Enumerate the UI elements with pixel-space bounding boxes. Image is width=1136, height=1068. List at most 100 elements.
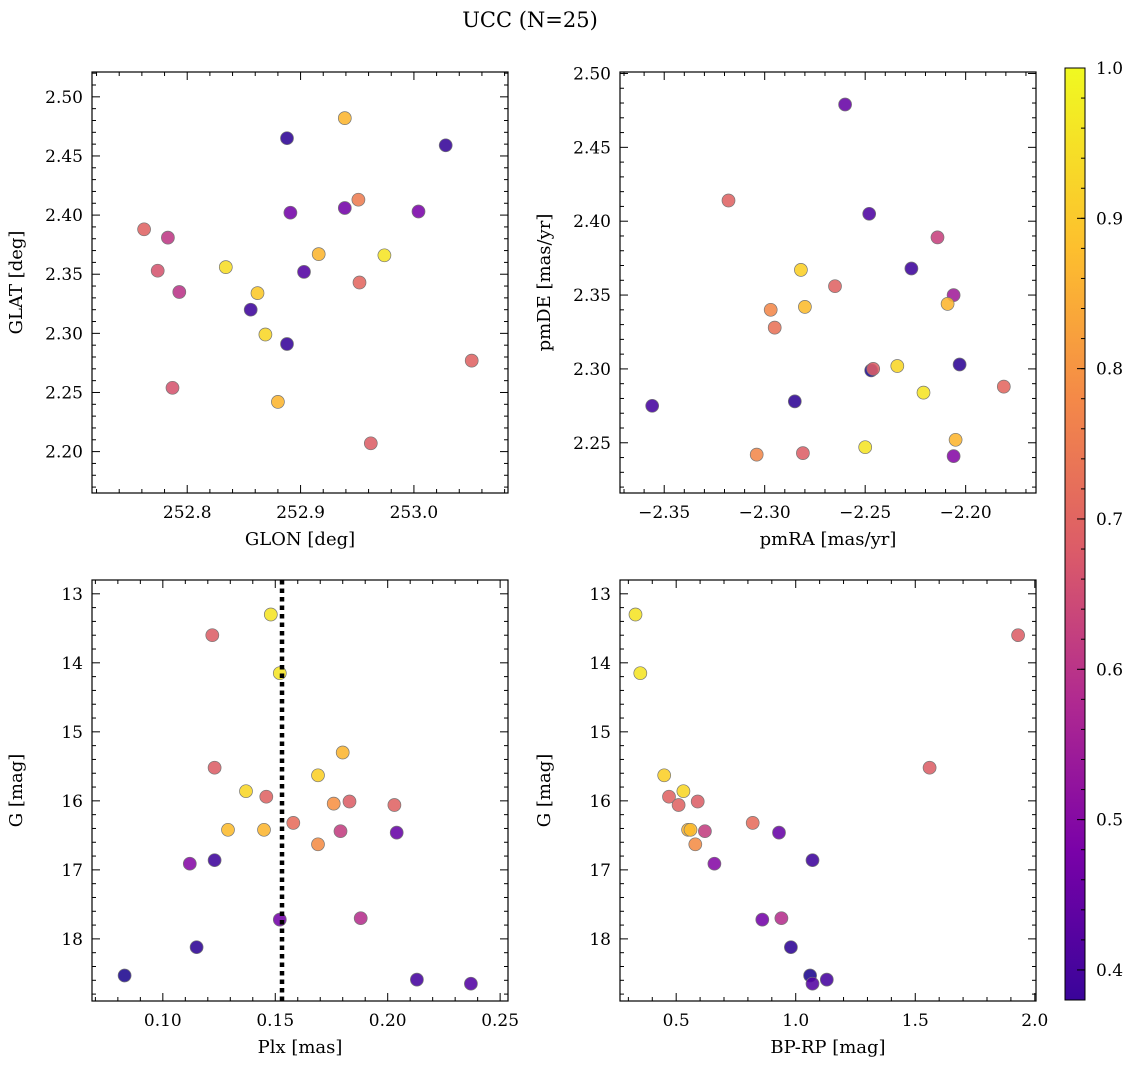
data-point xyxy=(796,446,810,460)
data-point xyxy=(904,261,919,276)
x-tick-label: 0.15 xyxy=(256,1011,294,1031)
data-point xyxy=(353,911,368,926)
data-point xyxy=(342,794,357,809)
data-point xyxy=(688,837,703,852)
y-tick-label: 2.35 xyxy=(573,286,611,306)
x-tick-label: −2.35 xyxy=(638,503,690,523)
data-point xyxy=(259,789,274,804)
data-point xyxy=(798,300,812,314)
y-axis-label-glon-glat: GLAT [deg] xyxy=(6,231,27,335)
data-point xyxy=(1011,628,1025,643)
colorbar-ticks: 0.4 0.5 0.6 0.7 0.8 0.9 1.0 xyxy=(1077,59,1123,1001)
data-point xyxy=(633,666,648,681)
data-point xyxy=(363,436,378,451)
data-point xyxy=(794,263,808,277)
data-point xyxy=(352,275,367,290)
x-axis-label-bprp-g: BP-RP [mag] xyxy=(770,1037,885,1058)
data-point xyxy=(387,798,402,812)
y-tick-label: 2.25 xyxy=(45,383,83,403)
colorbar-tick-label: 0.4 xyxy=(1096,961,1123,981)
y-tick-label: 17 xyxy=(61,861,83,881)
y-tick-label: 18 xyxy=(589,930,611,950)
data-point xyxy=(207,760,222,775)
data-point xyxy=(161,230,175,245)
colorbar-tick-label: 0.9 xyxy=(1096,209,1123,229)
data-point xyxy=(464,353,479,368)
data-point xyxy=(311,247,326,261)
x-tick-label: 1.5 xyxy=(902,1011,929,1031)
data-point xyxy=(767,320,782,335)
colorbar-tick-label: 1.0 xyxy=(1096,59,1123,79)
data-point xyxy=(948,432,963,447)
tick-marks xyxy=(620,72,1036,493)
data-point xyxy=(749,447,764,462)
y-tick-label: 15 xyxy=(61,723,83,743)
tick-marks xyxy=(92,72,508,493)
y-tick-label: 2.30 xyxy=(573,360,611,380)
colorbar-gradient xyxy=(1064,67,1086,1001)
data-point xyxy=(221,822,235,837)
data-point xyxy=(671,798,686,812)
data-point xyxy=(283,205,298,220)
data-point xyxy=(940,297,955,311)
data-point xyxy=(286,816,301,830)
data-point xyxy=(628,607,643,622)
colorbar-tick-label: 0.6 xyxy=(1096,660,1123,680)
data-point xyxy=(280,337,294,351)
data-point xyxy=(239,784,253,799)
figure-title: UCC (N=25) xyxy=(462,8,598,32)
data-point xyxy=(858,440,873,455)
tick-marks xyxy=(92,579,508,1001)
data-point xyxy=(137,222,151,237)
data-point xyxy=(250,286,265,300)
data-point xyxy=(311,837,325,852)
data-point xyxy=(377,248,392,263)
data-point xyxy=(866,362,881,376)
x-tick-label: 0.25 xyxy=(481,1011,519,1031)
data-point xyxy=(172,285,187,299)
data-point xyxy=(351,192,366,207)
axes-frame xyxy=(619,579,1037,1002)
data-point xyxy=(772,825,786,840)
data-point xyxy=(763,302,778,317)
scatter-points xyxy=(628,607,1025,991)
y-tick-label: 2.45 xyxy=(573,138,611,158)
data-point xyxy=(117,968,132,983)
data-point xyxy=(464,976,478,991)
data-point xyxy=(838,97,852,112)
y-tick-label: 14 xyxy=(589,654,611,674)
data-point xyxy=(805,976,820,991)
data-point xyxy=(337,111,352,125)
data-point xyxy=(657,768,672,783)
data-point xyxy=(165,380,180,395)
panel-plx-g: 0.10 0.15 0.20 0.25 13 14 15 16 17 18 Plx [mas] G [… xyxy=(6,579,519,1058)
x-tick-label: −2.25 xyxy=(839,503,891,523)
data-point xyxy=(438,138,453,153)
data-point xyxy=(862,206,877,221)
y-tick-label: 2.45 xyxy=(45,147,83,167)
y-axis-label-pmra-pmde: pmDE [mas/yr] xyxy=(534,214,555,352)
y-tick-label: 16 xyxy=(589,792,611,812)
x-axis-label-pmra-pmde: pmRA [mas/yr] xyxy=(760,529,897,550)
y-tick-label: 2.20 xyxy=(45,443,83,463)
panel-glon-glat: 252.8 252.9 253.0 2.20 2.25 2.30 2.35 2.40 2.45 2… xyxy=(6,71,509,550)
scatter-points xyxy=(137,111,479,451)
data-point xyxy=(243,302,258,317)
tick-marks xyxy=(620,579,1036,1001)
data-point xyxy=(890,359,905,373)
y-axis-label-bprp-g: G [mag] xyxy=(534,754,555,827)
data-point xyxy=(805,853,820,868)
data-point xyxy=(337,201,352,215)
y-tick-label: 2.30 xyxy=(45,324,83,344)
data-point xyxy=(755,912,770,927)
data-point xyxy=(745,816,760,830)
y-tick-label: 14 xyxy=(61,654,83,674)
data-point xyxy=(218,260,233,274)
y-tick-label: 2.40 xyxy=(573,212,611,232)
data-point xyxy=(335,745,350,760)
data-point xyxy=(698,824,712,839)
x-tick-label: 1.0 xyxy=(782,1011,809,1031)
y-tick-label: 18 xyxy=(61,930,83,950)
scatter-points xyxy=(117,607,478,991)
